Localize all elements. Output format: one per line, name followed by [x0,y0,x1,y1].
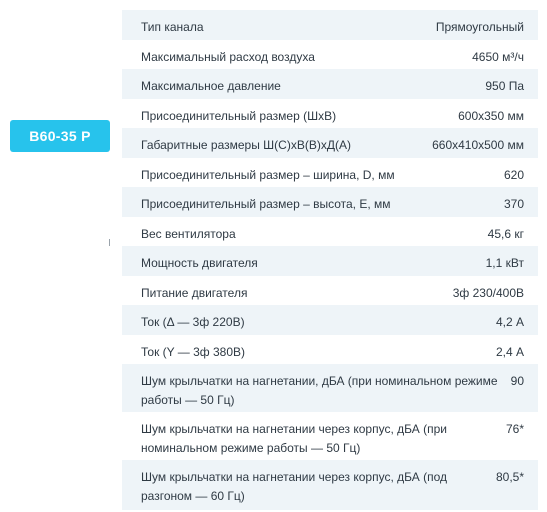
spec-value: 660x410x500 мм [432,138,524,152]
model-badge: B60-35 P [10,120,110,152]
spec-label: Шум крыльчатки на нагнетании через корпу… [141,422,447,455]
spec-row-connection-height: Присоединительный размер – высота, E, мм… [122,187,538,217]
spec-row-connection-size: Присоединительный размер (ШхВ) 600x350 м… [122,99,538,129]
spec-value: 370 [503,197,524,211]
spec-row-motor-power: Мощность двигателя 1,1 кВт [122,246,538,276]
spec-label: Вес вентилятора [141,226,236,241]
spec-table: Тип канала Прямоугольный Максимальный ра… [122,10,538,510]
spec-row-noise-casing-50hz: Шум крыльчатки на нагнетании через корпу… [122,412,538,460]
spec-label: Шум крыльчатки на нагнетании, дБА (при н… [141,374,498,407]
spec-value: 600x350 мм [458,108,524,123]
spec-value: 76* [505,422,524,436]
spec-value: Прямоугольный [435,20,524,34]
spec-label: Габаритные размеры Ш(С)хВ(В)хД(А) [141,138,351,152]
spec-label: Шум крыльчатки на нагнетании через корпу… [141,470,447,503]
spec-value: 2,4 А [495,344,524,359]
spec-row-noise-casing-60hz: Шум крыльчатки на нагнетании через корпу… [122,460,538,510]
model-label: B60-35 P [29,128,91,144]
spec-label: Присоединительный размер – высота, E, мм [141,197,391,211]
spec-value: 4,2 А [495,315,524,329]
divider-mark [109,239,110,246]
spec-row-max-pressure: Максимальное давление 950 Па [122,69,538,99]
spec-label: Максимальное давление [141,79,281,93]
spec-value: 80,5* [495,470,524,484]
spec-label: Присоединительный размер – ширина, D, мм [141,167,395,182]
spec-row-connection-width: Присоединительный размер – ширина, D, мм… [122,158,538,188]
spec-label: Максимальный расход воздуха [141,49,315,64]
spec-row-fan-weight: Вес вентилятора 45,6 кг [122,217,538,247]
spec-value: 1,1 кВт [485,256,524,270]
spec-label: Ток (Δ — 3ф 220В) [141,315,245,329]
spec-label: Питание двигателя [141,285,248,300]
spec-row-noise-discharge: Шум крыльчатки на нагнетании, дБА (при н… [122,364,538,412]
spec-value: 620 [503,167,524,182]
spec-value: 3ф 230/400В [452,285,524,300]
spec-label: Ток (Y — 3ф 380В) [141,344,246,359]
spec-row-overall-dimensions: Габаритные размеры Ш(С)хВ(В)хД(А) 660x41… [122,128,538,158]
spec-row-current-delta: Ток (Δ — 3ф 220В) 4,2 А [122,305,538,335]
spec-label: Тип канала [141,20,204,34]
spec-row-current-star: Ток (Y — 3ф 380В) 2,4 А [122,335,538,365]
spec-value: 4650 м³/ч [472,49,524,64]
spec-row-channel-type: Тип канала Прямоугольный [122,10,538,40]
spec-value: 950 Па [485,79,524,93]
spec-label: Присоединительный размер (ШхВ) [141,108,337,123]
spec-row-motor-supply: Питание двигателя 3ф 230/400В [122,276,538,306]
spec-label: Мощность двигателя [141,256,258,270]
spec-value: 90 [510,374,524,388]
spec-value: 45,6 кг [487,226,524,241]
spec-row-max-airflow: Максимальный расход воздуха 4650 м³/ч [122,40,538,70]
